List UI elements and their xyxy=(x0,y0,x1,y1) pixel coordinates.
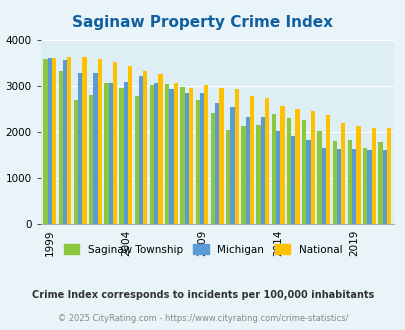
Bar xyxy=(336,148,340,224)
Bar xyxy=(47,58,52,224)
Bar xyxy=(180,87,184,224)
Bar xyxy=(356,126,360,224)
Bar xyxy=(67,57,71,224)
Bar xyxy=(128,66,132,224)
Bar xyxy=(226,130,230,224)
Bar xyxy=(286,118,290,224)
Bar xyxy=(97,58,102,224)
Bar xyxy=(158,74,162,224)
Bar xyxy=(93,73,97,224)
Bar xyxy=(124,82,128,224)
Bar xyxy=(82,57,86,224)
Text: Saginaw Property Crime Index: Saginaw Property Crime Index xyxy=(72,15,333,30)
Bar xyxy=(165,84,169,224)
Bar xyxy=(219,88,223,224)
Bar xyxy=(108,83,113,224)
Bar xyxy=(241,126,245,224)
Bar xyxy=(113,62,117,224)
Bar xyxy=(234,88,238,224)
Bar xyxy=(275,131,279,224)
Bar xyxy=(139,76,143,224)
Bar xyxy=(362,148,367,224)
Bar xyxy=(351,148,356,224)
Bar xyxy=(230,107,234,224)
Bar xyxy=(78,73,82,224)
Bar xyxy=(195,100,199,224)
Bar xyxy=(306,140,310,224)
Bar xyxy=(249,96,254,224)
Bar xyxy=(245,117,249,224)
Bar xyxy=(317,131,321,224)
Bar xyxy=(74,100,78,224)
Bar xyxy=(325,115,329,224)
Bar xyxy=(332,141,336,224)
Bar xyxy=(347,140,351,224)
Bar xyxy=(256,125,260,224)
Bar xyxy=(210,113,215,224)
Bar xyxy=(340,123,345,224)
Bar xyxy=(143,72,147,224)
Bar xyxy=(215,103,219,224)
Bar xyxy=(188,88,193,224)
Bar xyxy=(386,128,390,224)
Bar xyxy=(169,89,173,224)
Bar xyxy=(260,117,264,224)
Legend: Saginaw Township, Michigan, National: Saginaw Township, Michigan, National xyxy=(60,240,345,259)
Bar xyxy=(134,96,139,224)
Bar xyxy=(149,85,154,224)
Bar xyxy=(43,59,47,224)
Bar xyxy=(173,83,177,224)
Bar xyxy=(184,93,188,224)
Bar xyxy=(290,136,295,224)
Text: Crime Index corresponds to incidents per 100,000 inhabitants: Crime Index corresponds to incidents per… xyxy=(32,290,373,300)
Bar xyxy=(119,88,124,224)
Bar xyxy=(271,114,275,224)
Bar xyxy=(58,71,63,224)
Bar xyxy=(154,83,158,224)
Bar xyxy=(367,150,371,224)
Bar xyxy=(382,150,386,224)
Bar xyxy=(264,98,269,224)
Bar xyxy=(199,93,204,224)
Bar xyxy=(52,58,56,224)
Bar xyxy=(279,106,284,224)
Bar xyxy=(321,148,325,224)
Bar xyxy=(301,120,306,224)
Text: © 2025 CityRating.com - https://www.cityrating.com/crime-statistics/: © 2025 CityRating.com - https://www.city… xyxy=(58,314,347,323)
Bar xyxy=(295,109,299,224)
Bar xyxy=(310,111,314,224)
Bar xyxy=(371,128,375,224)
Bar xyxy=(204,85,208,224)
Bar xyxy=(377,142,382,224)
Bar xyxy=(104,83,108,224)
Bar xyxy=(63,60,67,224)
Bar xyxy=(89,95,93,224)
